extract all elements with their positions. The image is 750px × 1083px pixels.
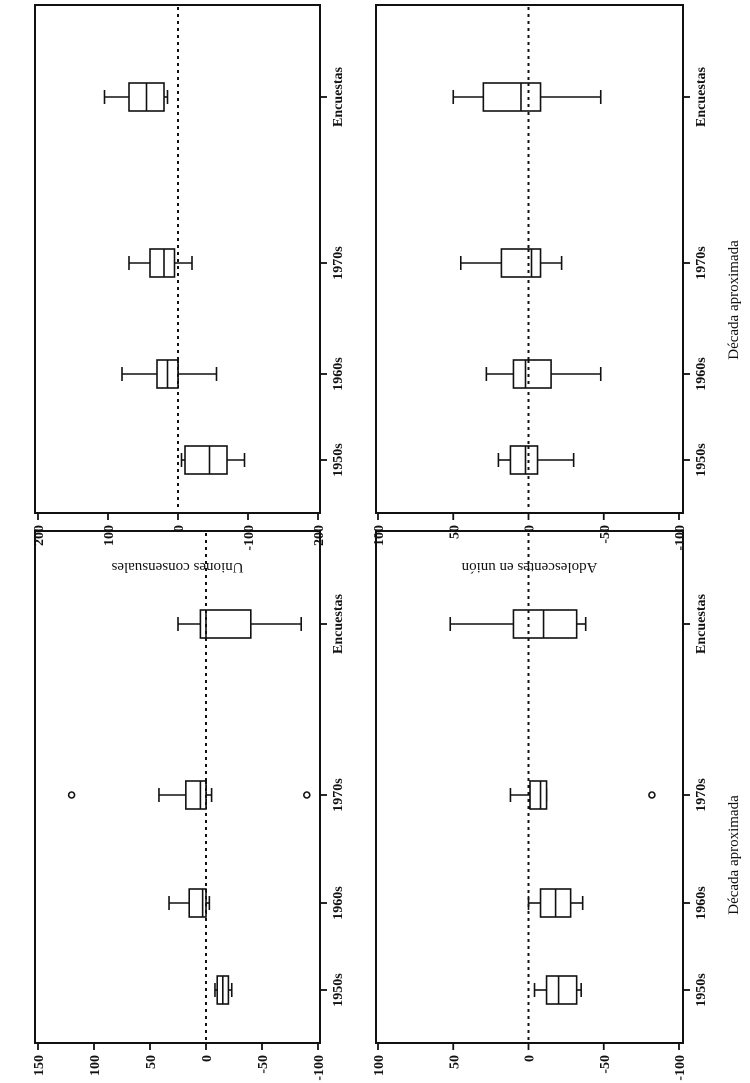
- category-label-uniones: 1960s: [331, 357, 346, 391]
- category-label-celibato: Encuestas: [694, 594, 709, 654]
- value-tick-label-adolescentes: 0: [523, 525, 538, 532]
- box-adolescentes: [509, 445, 539, 475]
- box-separacion: [188, 888, 207, 918]
- box-separacion: [185, 780, 207, 810]
- category-label-uniones: 1950s: [331, 443, 346, 477]
- box-adolescentes: [500, 248, 542, 278]
- category-label-celibato: 1950s: [694, 973, 709, 1007]
- category-label-celibato: 1970s: [694, 778, 709, 812]
- axis-title-adolescentes: Adolescentes en unión: [461, 559, 597, 575]
- category-label-celibato: 1960s: [694, 886, 709, 920]
- value-tick-label-separacion: 50: [144, 1055, 159, 1069]
- axis-title-uniones: Uniones consensuales: [111, 559, 243, 575]
- value-tick-label-uniones: 100: [102, 525, 117, 546]
- value-tick-label-celibato: 100: [372, 1055, 387, 1076]
- value-tick-label-adolescentes: -100: [673, 525, 688, 551]
- box-celibato: [512, 609, 578, 639]
- outlier-point-celibato: [648, 791, 656, 799]
- chart-text: 100 50 0 -50 -100 Adolescentes en unión 1950s 1…: [32, 67, 742, 1081]
- category-axis-title: Década aproximada: [726, 240, 742, 360]
- value-tick-label-uniones: -100: [242, 525, 257, 551]
- category-label-separacion: 1970s: [331, 778, 346, 812]
- box-uniones: [184, 445, 228, 475]
- box-uniones: [149, 248, 176, 278]
- value-tick-label-celibato: 50: [447, 1055, 462, 1069]
- value-tick-label-uniones: 0: [172, 525, 187, 532]
- box-celibato: [529, 780, 548, 810]
- chart-marks: [37, 7, 690, 1050]
- outlier-point-separacion: [67, 791, 76, 799]
- value-tick-label-celibato: 0: [523, 1055, 538, 1062]
- value-tick-label-separacion: 150: [32, 1055, 47, 1076]
- category-label-separacion: 1960s: [331, 886, 346, 920]
- panel-frame-separacion: [34, 530, 321, 1044]
- value-tick-label-uniones: -200: [312, 525, 327, 551]
- category-label-separacion: Encuestas: [331, 594, 346, 654]
- panel-frame-adolescentes: [375, 4, 684, 514]
- category-label-adolescentes: Encuestas: [694, 67, 709, 127]
- category-label-separacion: 1950s: [331, 973, 346, 1007]
- category-label-uniones: Encuestas: [331, 67, 346, 127]
- value-tick-label-adolescentes: 50: [447, 525, 462, 539]
- category-axis-title: Década aproximada: [726, 795, 742, 915]
- box-adolescentes: [482, 82, 542, 112]
- category-label-adolescentes: 1970s: [694, 246, 709, 280]
- value-tick-label-separacion: 100: [88, 1055, 103, 1076]
- box-adolescentes: [512, 359, 552, 389]
- category-label-adolescentes: 1950s: [694, 443, 709, 477]
- outlier-point-separacion: [302, 791, 311, 799]
- value-tick-label-celibato: -100: [673, 1055, 688, 1081]
- value-tick-label-separacion: -50: [256, 1055, 271, 1074]
- value-tick-label-adolescentes: 100: [372, 525, 387, 546]
- value-tick-label-separacion: -100: [312, 1055, 327, 1081]
- box-celibato: [545, 975, 578, 1005]
- value-tick-label-uniones: 200: [32, 525, 47, 546]
- box-separacion: [199, 609, 252, 639]
- panel-frame-celibato: [375, 530, 684, 1044]
- value-tick-label-celibato: -50: [598, 1055, 613, 1074]
- value-tick-label-adolescentes: -50: [598, 525, 613, 544]
- panel-frames: [34, 4, 684, 1044]
- category-label-uniones: 1970s: [331, 246, 346, 280]
- value-tick-label-separacion: 0: [200, 1055, 215, 1062]
- category-label-adolescentes: 1960s: [694, 357, 709, 391]
